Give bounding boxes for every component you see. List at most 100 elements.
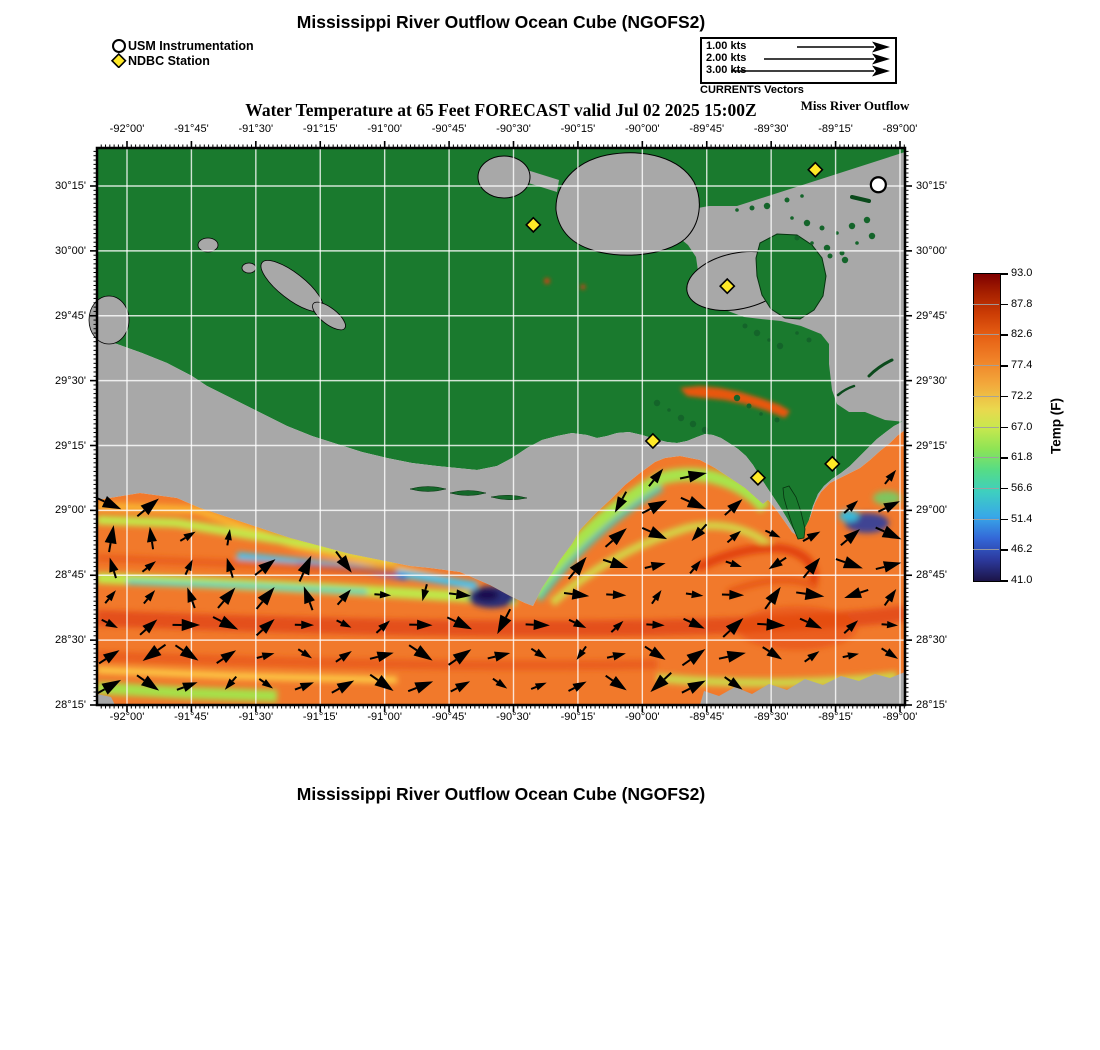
- current-arrow-icon: [254, 559, 276, 576]
- current-arrow-icon: [297, 648, 313, 659]
- lake-pontchartrain: [555, 152, 700, 256]
- x-axis-label-bottom: -89°30': [753, 711, 789, 723]
- current-arrow-icon: [683, 617, 705, 629]
- marsh-islet: [795, 331, 799, 335]
- colorbar-tick: [1001, 580, 1008, 582]
- current-arrow-icon: [718, 650, 746, 663]
- current-arrow-icon: [568, 618, 587, 628]
- current-arrow-icon: [136, 674, 160, 691]
- x-axis-label-top: -91°30': [238, 123, 274, 135]
- x-axis-label-bottom: -89°15': [818, 711, 853, 723]
- map-area: [88, 141, 912, 712]
- current-arrow-icon: [136, 498, 159, 518]
- current-arrow-icon: [294, 620, 315, 630]
- currents-vector-caption: CURRENTS Vectors: [700, 84, 804, 96]
- marsh-islet: [848, 222, 856, 230]
- x-axis-label-top: -90°15': [560, 123, 596, 135]
- ndbc-station-marker: [807, 161, 824, 178]
- current-arrow-icon: [835, 556, 863, 569]
- marsh-islet: [784, 197, 790, 203]
- marsh-islet: [794, 235, 800, 241]
- current-arrow-icon: [875, 561, 902, 573]
- colorbar-tick: [1001, 365, 1008, 367]
- current-arrow-icon: [530, 682, 547, 691]
- current-arrow-icon: [492, 677, 508, 689]
- bottom-right-water-mask: [700, 672, 905, 705]
- y-axis-label-right: 29°30': [916, 374, 947, 387]
- current-arrow-icon: [614, 491, 628, 513]
- marsh-islet: [759, 412, 763, 416]
- nearshore-water-mask: [97, 340, 905, 606]
- x-axis-label-top: -90°45': [431, 123, 467, 135]
- current-arrow-icon: [421, 583, 430, 602]
- usm-circle-icon: [112, 39, 126, 53]
- current-arrow-icon: [217, 587, 236, 609]
- marsh-islet: [803, 219, 811, 227]
- current-arrow-icon: [568, 681, 587, 692]
- x-axis-label-top: -90°00': [625, 123, 660, 135]
- colorbar-separator: [973, 395, 999, 397]
- marsh-islet: [823, 244, 831, 252]
- x-axis-label-bottom: -89°00': [882, 711, 918, 723]
- current-arrow-icon: [143, 590, 156, 605]
- small-lake: [241, 262, 257, 274]
- current-arrow-icon: [881, 647, 899, 659]
- vector-speed-label-1: 1.00 kts: [706, 40, 747, 52]
- current-arrow-icon: [101, 618, 118, 629]
- colorbar-tick: [1001, 395, 1008, 398]
- current-arrow-icon: [98, 650, 120, 665]
- colorbar-label: Temp (F): [1048, 398, 1064, 454]
- current-arrow-icon: [644, 561, 666, 571]
- current-arrow-icon: [369, 673, 394, 691]
- y-axis-label-right: 28°45': [916, 569, 947, 582]
- vector-speed-label-2: 2.00 kts: [706, 52, 747, 64]
- current-arrow-icon: [141, 561, 156, 573]
- current-arrow-icon: [446, 615, 473, 630]
- current-arrow-icon: [606, 652, 626, 661]
- current-arrow-icon: [802, 557, 821, 579]
- colorbar-tick-label: 56.6: [1011, 481, 1033, 494]
- marsh-islet: [819, 225, 825, 231]
- station-markers: [525, 161, 887, 486]
- marsh-islet: [653, 399, 661, 407]
- lake-maurepas: [477, 155, 531, 199]
- arrow-icon: [872, 65, 890, 77]
- colorbar-tick-label: 82.6: [1011, 328, 1033, 341]
- current-arrow-icon: [448, 589, 472, 600]
- y-axis-label-right: 29°00': [916, 504, 947, 517]
- current-arrow-icon: [840, 529, 861, 547]
- current-arrow-icon: [224, 675, 238, 690]
- marsh-islet: [667, 408, 671, 412]
- current-arrow-icon: [375, 620, 390, 634]
- marsh-islet: [735, 208, 739, 212]
- map-border: [95, 146, 907, 707]
- current-arrow-icon: [258, 678, 274, 689]
- usm-station-marker: [869, 176, 887, 194]
- arrow-icon: [872, 41, 890, 53]
- current-arrow-icon: [176, 682, 198, 692]
- x-axis-label-bottom: -91°45': [174, 711, 209, 723]
- current-arrow-icon: [109, 557, 119, 579]
- current-arrow-icon: [226, 557, 236, 578]
- current-arrow-icon: [409, 619, 433, 630]
- current-arrow-icon: [641, 500, 668, 515]
- x-axis-label-top: -89°15': [818, 123, 853, 135]
- marsh-islet: [774, 417, 780, 423]
- current-arrow-icon: [184, 559, 193, 576]
- y-axis-label-left: 28°45': [55, 569, 86, 582]
- current-arrow-icon: [725, 559, 742, 567]
- current-arrow-icon: [724, 499, 743, 516]
- x-axis-label-bottom: -90°00': [625, 711, 660, 723]
- x-axis-label-bottom: -91°00': [367, 711, 402, 723]
- x-axis-label-bottom: -90°30': [496, 711, 531, 723]
- current-arrow-icon: [487, 651, 511, 662]
- colorbar-tick-label: 93.0: [1011, 267, 1033, 279]
- current-arrow-icon: [722, 618, 744, 638]
- current-arrow-icon: [648, 468, 664, 487]
- chandeleur-islands: [836, 195, 894, 397]
- current-arrow-icon: [567, 556, 587, 580]
- colorbar-separator: [973, 518, 999, 520]
- marsh-islet: [806, 337, 812, 343]
- colorbar-tick-label: 51.4: [1011, 512, 1033, 525]
- mississippi-delta-finger: [782, 485, 806, 540]
